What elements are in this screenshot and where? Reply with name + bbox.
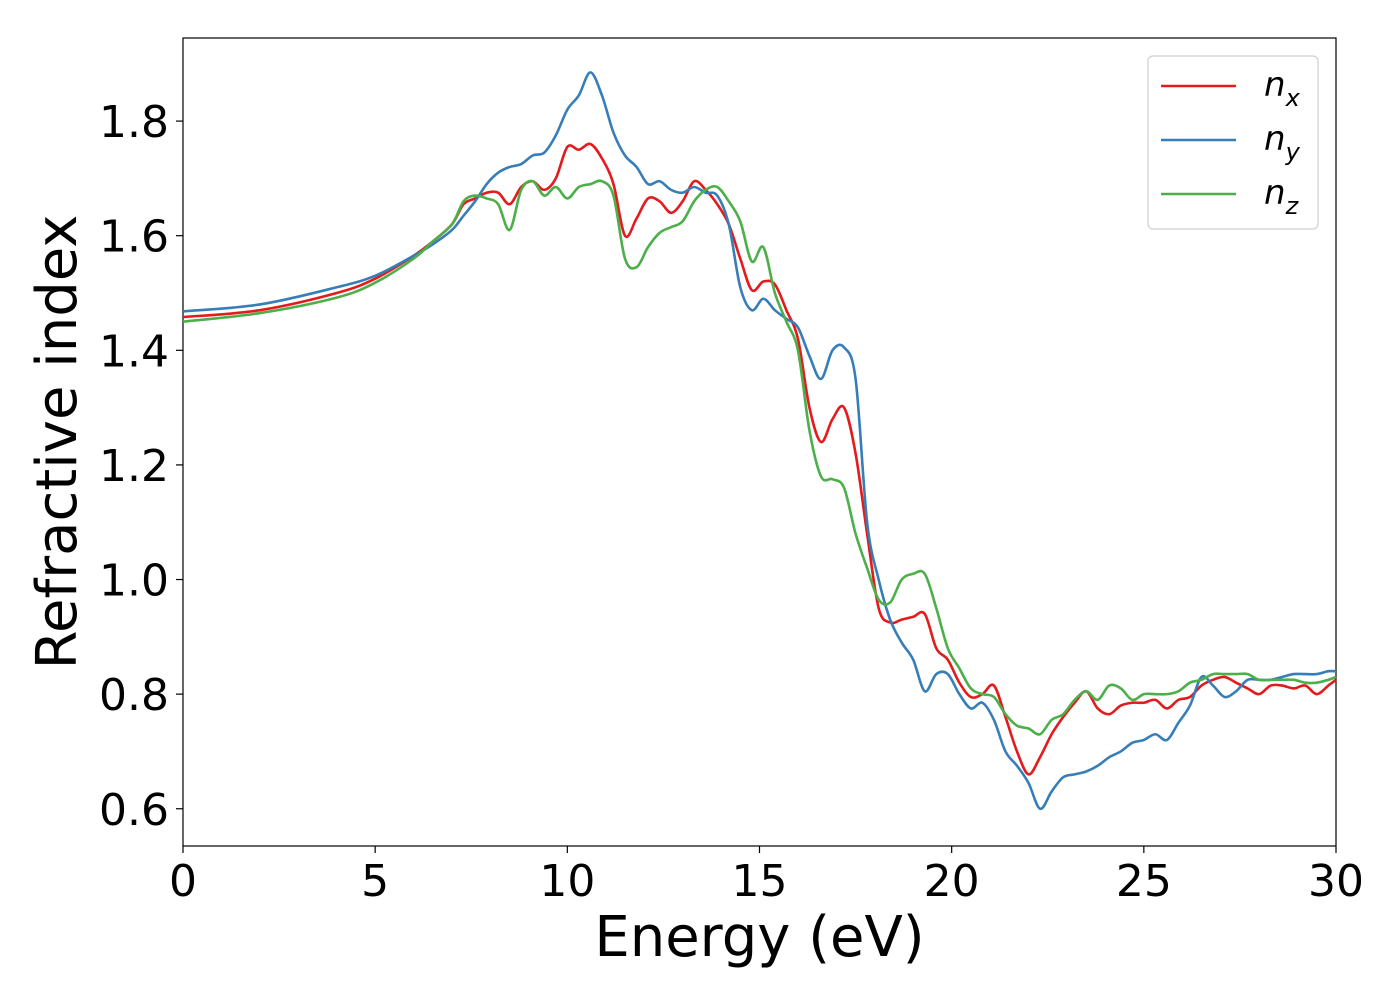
y-tick-label: 1.8 — [99, 97, 169, 148]
series-line-nx — [182, 142, 1337, 776]
y-tick-label: 1.0 — [99, 556, 169, 607]
series-layer — [182, 71, 1337, 811]
y-tick-label: 1.6 — [99, 212, 169, 263]
y-tick-label: 0.8 — [99, 670, 169, 721]
x-axis-ticks: 0 5 10 15 20 25 30 — [169, 846, 1364, 907]
x-tick-label: 25 — [1116, 856, 1172, 907]
y-tick-label: 1.4 — [99, 326, 169, 377]
y-tick-label: 1.2 — [99, 441, 169, 492]
x-tick-label: 15 — [732, 856, 788, 907]
series-line-nz — [182, 179, 1337, 736]
x-tick-label: 5 — [361, 856, 389, 907]
y-axis-title: Refractive index — [25, 215, 90, 670]
x-tick-label: 0 — [169, 856, 197, 907]
x-tick-label: 20 — [924, 856, 980, 907]
series-line-ny — [182, 71, 1337, 811]
x-tick-label: 10 — [539, 856, 595, 907]
x-axis-title: Energy (eV) — [594, 905, 924, 970]
y-axis-ticks: 0.6 0.8 1.0 1.2 1.4 1.6 1.8 — [99, 97, 183, 836]
legend-box — [1147, 55, 1319, 230]
y-tick-label: 0.6 — [99, 785, 169, 836]
x-tick-label: 30 — [1308, 856, 1364, 907]
